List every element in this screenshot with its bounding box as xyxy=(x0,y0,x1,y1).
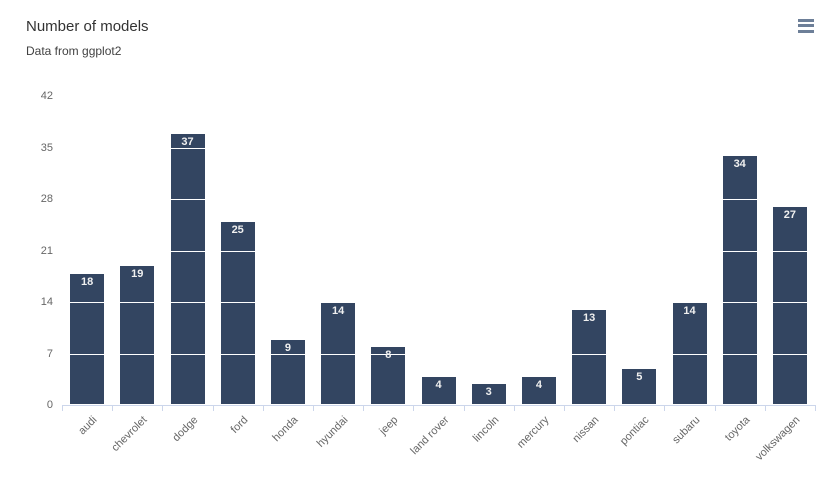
bar-pontiac[interactable] xyxy=(621,368,658,405)
x-axis-tick xyxy=(463,405,465,411)
bar-value-label: 19 xyxy=(131,268,144,281)
bar-ford[interactable] xyxy=(219,221,256,405)
bar-lincoln[interactable] xyxy=(470,382,507,405)
bar-value-label: 4 xyxy=(435,378,442,391)
bar-value-label: 18 xyxy=(80,275,94,288)
x-axis-tick xyxy=(413,405,415,411)
bar-value-label: 37 xyxy=(181,135,194,148)
bar-value-label: 34 xyxy=(733,157,746,170)
chart-title: Number of models xyxy=(26,18,149,35)
y-axis-label: 0 xyxy=(46,399,53,411)
bar-nissan[interactable] xyxy=(571,309,608,405)
gridline xyxy=(62,353,815,355)
x-axis-tick xyxy=(262,405,264,411)
x-axis-tick xyxy=(513,405,515,411)
x-axis-line xyxy=(62,405,815,406)
bar-chevrolet[interactable] xyxy=(119,265,156,405)
y-axis-label: 21 xyxy=(40,244,53,257)
bar-value-label: 13 xyxy=(582,312,596,325)
x-axis-tick xyxy=(664,405,666,411)
x-axis-tick xyxy=(764,405,766,411)
gridline xyxy=(62,96,815,97)
export-menu-button[interactable] xyxy=(794,15,820,39)
x-axis-tick xyxy=(564,405,565,411)
bar-mercury[interactable] xyxy=(520,375,557,405)
y-axis-label: 28 xyxy=(40,193,53,205)
bar-land-rover[interactable] xyxy=(420,375,457,405)
x-axis-tick xyxy=(815,405,816,411)
x-axis-tick xyxy=(363,405,365,411)
x-axis-tick xyxy=(313,405,314,411)
bar-toyota[interactable] xyxy=(721,154,758,405)
y-axis-label: 35 xyxy=(40,141,53,154)
bar-value-label: 9 xyxy=(284,341,291,354)
y-axis-label: 14 xyxy=(40,296,53,308)
bar-value-label: 27 xyxy=(783,209,797,222)
bar-value-label: 25 xyxy=(231,224,244,237)
bar-volkswagen[interactable] xyxy=(771,206,808,405)
bar-dodge[interactable] xyxy=(169,132,206,405)
gridline xyxy=(62,250,815,252)
bar-audi[interactable] xyxy=(69,272,106,405)
x-axis-tick xyxy=(714,405,716,411)
x-axis-tick xyxy=(212,405,214,411)
y-axis-label: 42 xyxy=(40,90,53,102)
x-axis-tick xyxy=(62,405,63,411)
bar-honda[interactable] xyxy=(269,338,306,405)
gridline xyxy=(62,147,815,149)
bar-jeep[interactable] xyxy=(370,346,407,405)
gridline xyxy=(62,302,815,303)
bar-value-label: 14 xyxy=(331,305,345,317)
bar-value-label: 5 xyxy=(636,371,643,384)
y-axis-label: 7 xyxy=(46,347,53,360)
x-axis-tick xyxy=(614,405,616,411)
x-axis-tick xyxy=(112,405,114,411)
chart-subtitle: Data from ggplot2 xyxy=(26,44,122,58)
bar-value-label: 4 xyxy=(535,378,542,391)
hamburger-icon xyxy=(798,18,816,33)
gridline xyxy=(62,199,815,200)
bar-value-label: 3 xyxy=(485,385,492,398)
bar-value-label: 8 xyxy=(385,349,392,362)
bar-value-label: 14 xyxy=(683,305,696,317)
x-axis-tick xyxy=(162,405,164,411)
